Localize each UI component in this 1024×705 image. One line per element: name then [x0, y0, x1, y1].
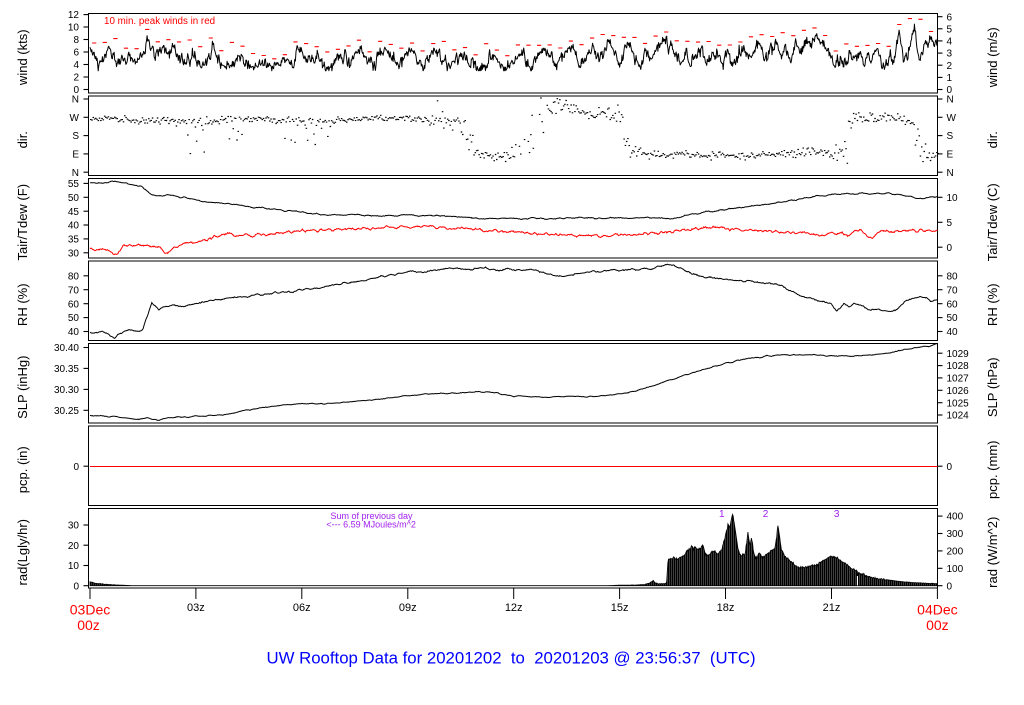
svg-text:W: W [947, 113, 957, 124]
svg-text:SLP (hPa): SLP (hPa) [985, 357, 1000, 417]
svg-text:00z: 00z [77, 617, 100, 633]
svg-text:3: 3 [947, 49, 953, 60]
svg-text:4: 4 [947, 37, 953, 48]
svg-text:1027: 1027 [947, 374, 970, 385]
svg-text:30.40: 30.40 [54, 343, 79, 354]
svg-text:Tair/Tdew (C): Tair/Tdew (C) [985, 183, 1000, 261]
svg-text:45: 45 [68, 207, 80, 218]
svg-text:50: 50 [68, 313, 80, 324]
svg-text:dir.: dir. [985, 131, 1000, 148]
svg-text:30: 30 [68, 521, 80, 532]
svg-text:Sum of previous day: Sum of previous day [331, 511, 414, 521]
svg-text:<--- 6.59 MJoules/m^2: <--- 6.59 MJoules/m^2 [326, 520, 416, 530]
svg-text:1: 1 [719, 509, 725, 520]
svg-text:W: W [70, 113, 80, 124]
svg-text:40: 40 [68, 221, 80, 232]
svg-text:wind (kts): wind (kts) [15, 29, 30, 86]
svg-text:12z: 12z [505, 602, 523, 614]
svg-text:60: 60 [68, 299, 80, 310]
svg-text:18z: 18z [717, 602, 735, 614]
svg-text:5: 5 [947, 218, 953, 229]
svg-text:0: 0 [947, 243, 953, 254]
svg-text:60: 60 [947, 299, 959, 310]
svg-text:70: 70 [68, 285, 80, 296]
svg-text:6: 6 [73, 48, 79, 59]
svg-text:rad (W/m^2): rad (W/m^2) [985, 517, 1000, 588]
svg-text:1025: 1025 [947, 398, 970, 409]
svg-text:400: 400 [947, 512, 964, 523]
svg-text:55: 55 [68, 179, 80, 190]
svg-text:S: S [947, 131, 954, 142]
svg-text:N: N [72, 95, 79, 106]
svg-text:100: 100 [947, 564, 964, 575]
svg-text:2: 2 [947, 61, 953, 72]
svg-text:10: 10 [68, 23, 80, 34]
svg-text:SLP (inHg): SLP (inHg) [15, 356, 30, 419]
svg-text:2: 2 [73, 73, 79, 84]
svg-text:21z: 21z [823, 602, 841, 614]
svg-text:300: 300 [947, 529, 964, 540]
svg-text:1028: 1028 [947, 361, 970, 372]
svg-text:10 min. peak winds in red: 10 min. peak winds in red [104, 16, 215, 27]
svg-text:1029: 1029 [947, 349, 970, 360]
svg-text:80: 80 [68, 271, 80, 282]
svg-text:20: 20 [68, 541, 80, 552]
svg-text:0: 0 [947, 581, 953, 592]
svg-text:8: 8 [73, 35, 79, 46]
svg-text:30.25: 30.25 [54, 406, 79, 417]
svg-text:0: 0 [73, 581, 79, 592]
svg-text:03z: 03z [187, 602, 205, 614]
svg-text:E: E [72, 150, 79, 161]
svg-text:06z: 06z [293, 602, 311, 614]
svg-text:rad(Lgly/hr): rad(Lgly/hr) [15, 519, 30, 585]
svg-text:50: 50 [947, 313, 959, 324]
svg-text:70: 70 [947, 285, 959, 296]
svg-text:N: N [947, 168, 954, 179]
svg-text:RH (%): RH (%) [15, 283, 30, 326]
svg-text:04Dec: 04Dec [917, 602, 957, 618]
svg-text:12: 12 [68, 10, 80, 21]
svg-text:Tair/Tdew (F): Tair/Tdew (F) [15, 184, 30, 261]
svg-text:35: 35 [68, 235, 80, 246]
svg-text:09z: 09z [399, 602, 417, 614]
svg-text:1024: 1024 [947, 411, 970, 422]
svg-text:UW Rooftop Data for 20201202: UW Rooftop Data for 20201202 to 20201203… [266, 649, 755, 668]
svg-text:4: 4 [73, 60, 79, 71]
svg-text:E: E [947, 150, 954, 161]
svg-text:0: 0 [947, 462, 953, 473]
svg-text:10: 10 [68, 561, 80, 572]
svg-text:30: 30 [68, 248, 80, 259]
svg-text:200: 200 [947, 547, 964, 558]
svg-text:0: 0 [73, 462, 79, 473]
svg-text:15z: 15z [611, 602, 629, 614]
svg-text:2: 2 [763, 509, 769, 520]
svg-text:50: 50 [68, 193, 80, 204]
svg-text:wind (m/s): wind (m/s) [985, 27, 1000, 88]
svg-text:dir.: dir. [15, 131, 30, 148]
svg-text:00z: 00z [926, 617, 949, 633]
svg-text:30.30: 30.30 [54, 385, 79, 396]
svg-text:1026: 1026 [947, 386, 970, 397]
svg-text:10: 10 [947, 193, 959, 204]
svg-text:80: 80 [947, 271, 959, 282]
svg-text:30.35: 30.35 [54, 364, 79, 375]
svg-text:S: S [72, 131, 79, 142]
svg-text:RH (%): RH (%) [985, 283, 1000, 326]
svg-text:40: 40 [947, 327, 959, 338]
svg-text:1: 1 [947, 73, 953, 84]
svg-text:0: 0 [73, 85, 79, 96]
svg-text:40: 40 [68, 327, 80, 338]
svg-text:0: 0 [947, 85, 953, 96]
svg-text:N: N [947, 95, 954, 106]
svg-text:pcp. (in): pcp. (in) [15, 446, 30, 493]
svg-text:pcp. (mm): pcp. (mm) [985, 441, 1000, 500]
svg-text:5: 5 [947, 24, 953, 35]
svg-text:03Dec: 03Dec [70, 602, 110, 618]
svg-text:3: 3 [834, 509, 840, 520]
svg-text:N: N [72, 168, 79, 179]
svg-text:6: 6 [947, 12, 953, 23]
